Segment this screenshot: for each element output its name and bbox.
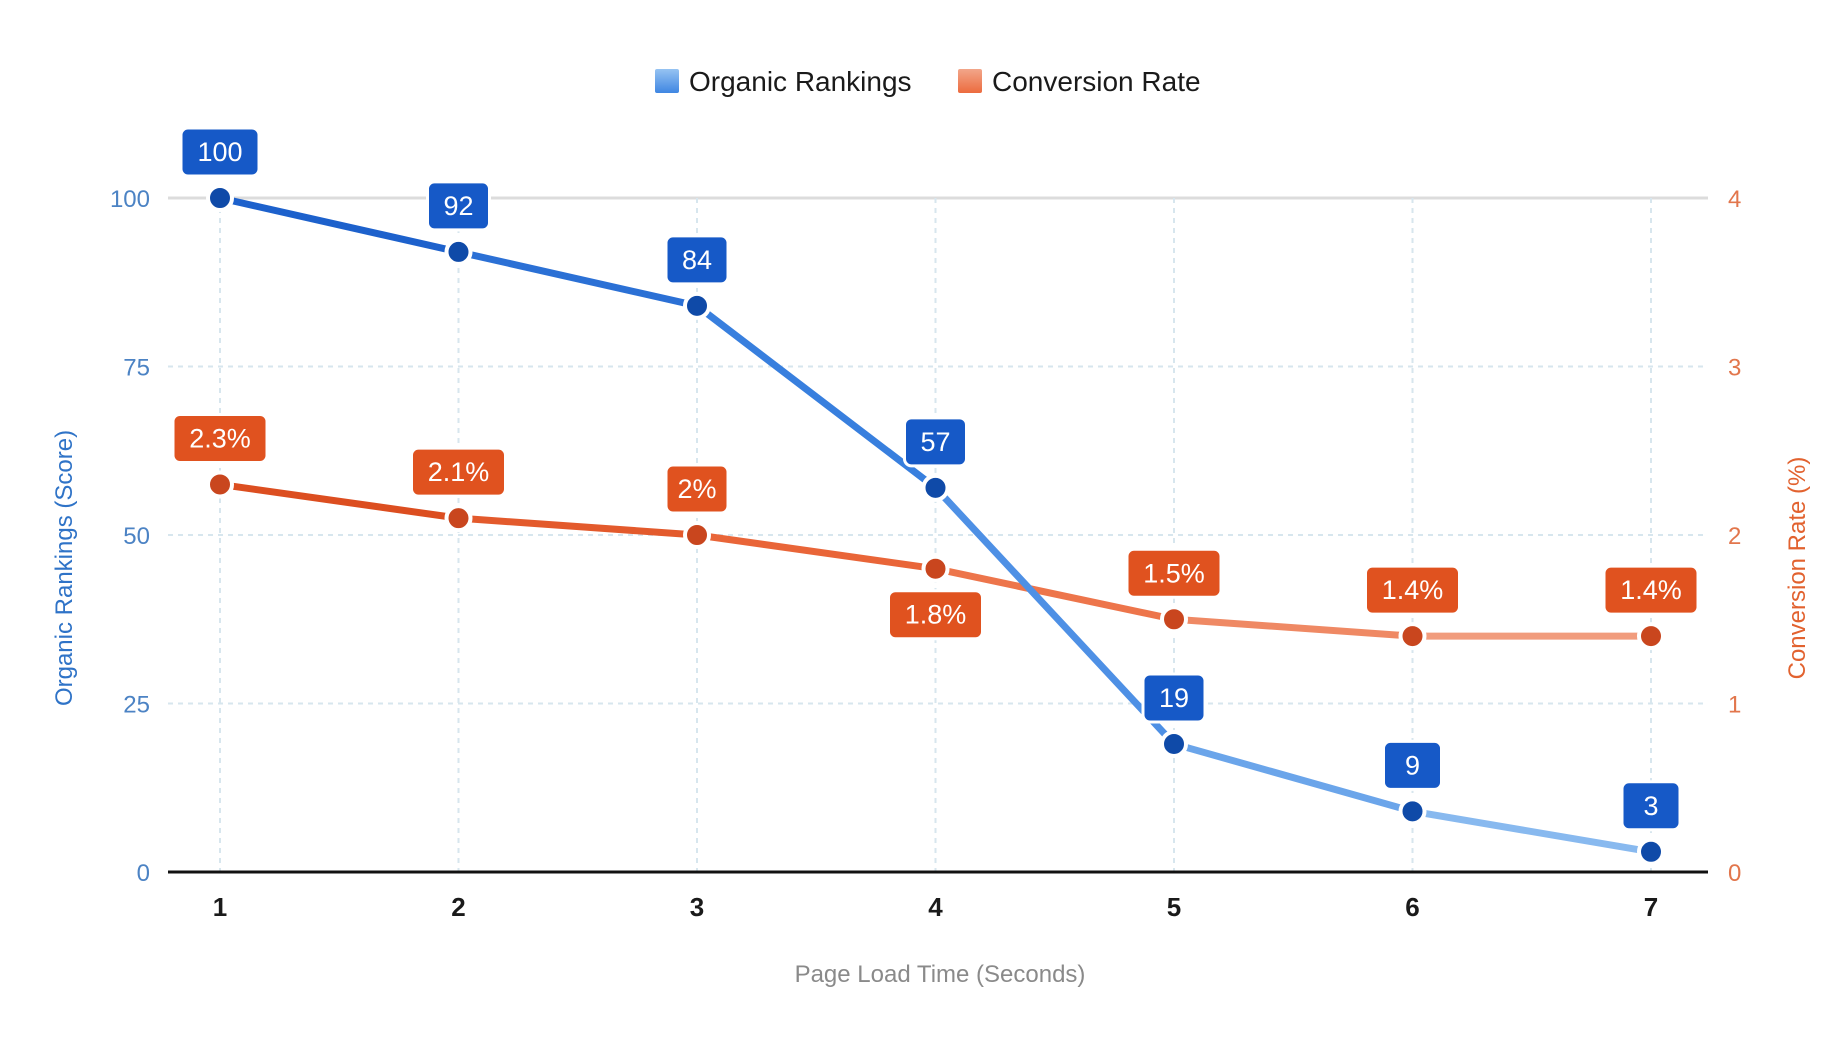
y-right-tick-label: 4 [1728, 186, 1741, 213]
y-axis-left-title: Organic Rankings (Score) [51, 430, 78, 706]
organic-rankings-point [683, 291, 711, 320]
organic-rankings-data-label-text: 9 [1405, 750, 1420, 780]
organic-rankings-point [1160, 729, 1188, 758]
organic-rankings-point [206, 184, 234, 212]
organic-rankings-data-label-box [903, 416, 968, 468]
organic-rankings-line-segment [1170, 740, 1416, 815]
organic-rankings-data-label: 84 [664, 234, 730, 286]
conversion-rate-point [1398, 622, 1427, 651]
conversion-rate-data-label-text: 2.1% [428, 457, 490, 487]
organic-rankings-line-segment [1409, 807, 1655, 856]
legend-label-organic-rankings: Organic Rankings [689, 66, 912, 97]
organic-rankings-data-label: 57 [903, 416, 968, 468]
conversion-rate-data-label-box [887, 589, 984, 641]
organic-rankings-line-segment [693, 302, 939, 492]
x-tick-label: 5 [1167, 892, 1181, 922]
organic-rankings-data-label-box [426, 180, 491, 232]
conversion-rate-data-label-box [1364, 564, 1461, 616]
conversion-rate-data-label-text: 2.3% [189, 423, 251, 453]
conversion-rate-data-label-text: 1.4% [1382, 575, 1444, 605]
conversion-rate-point [921, 554, 950, 583]
conversion-rate-data-label-box [1602, 564, 1700, 616]
legend-swatch-organic-rankings [655, 69, 679, 93]
conversion-rate-data-label: 1.8% [887, 589, 984, 641]
organic-rankings-data-label-text: 19 [1159, 683, 1189, 713]
organic-rankings-point [444, 237, 473, 266]
conversion-rate-line-segment [455, 514, 701, 539]
legend: Organic Rankings Conversion Rate [655, 66, 1201, 97]
organic-rankings-data-label-box [664, 234, 730, 286]
conversion-rate-point [444, 504, 473, 533]
organic-rankings-point [1637, 837, 1665, 866]
conversion-rate-data-label: 2.3% [171, 412, 269, 464]
legend-label-conversion-rate: Conversion Rate [992, 66, 1201, 97]
organic-rankings-data-label-box [1141, 672, 1207, 724]
organic-rankings-data-label: 19 [1141, 672, 1207, 724]
legend-swatch-conversion-rate [958, 69, 982, 93]
conversion-rate-data-label: 1.4% [1602, 564, 1700, 616]
conversion-rate-data-label-box [664, 463, 730, 515]
conversion-rate-data-label-box [410, 446, 507, 498]
conversion-rate-line-segment [1170, 615, 1416, 640]
y-left-tick-label: 75 [123, 355, 150, 382]
conversion-rate-data-label-box [1125, 547, 1223, 599]
y-right-tick-label: 1 [1728, 692, 1741, 719]
y-axis-right-title: Conversion Rate (%) [1784, 457, 1811, 680]
grid [168, 196, 1708, 872]
organic-rankings-data-label-box [1382, 739, 1443, 791]
organic-rankings-data-label: 3 [1620, 780, 1682, 832]
organic-rankings-data-label: 100 [179, 126, 261, 178]
conversion-rate-line-segment [216, 480, 462, 522]
organic-rankings-line-segment [455, 248, 701, 310]
organic-rankings-data-label-box [1620, 780, 1682, 832]
y-right-tick-label: 3 [1728, 355, 1741, 382]
organic-rankings-data-label-text: 57 [920, 427, 950, 457]
conversion-rate-data-label-text: 1.5% [1143, 558, 1205, 588]
x-tick-label: 2 [451, 892, 465, 922]
organic-rankings-point [921, 473, 950, 502]
conversion-rate-line-segment [932, 565, 1178, 623]
y-right-tick-label: 0 [1728, 860, 1741, 887]
conversion-rate-line-segment [693, 531, 939, 573]
conversion-rate-data-label-box [171, 412, 269, 464]
conversion-rate-data-label: 1.4% [1364, 564, 1461, 616]
organic-rankings-line-segment [216, 194, 462, 256]
conversion-rate-data-label-text: 1.4% [1620, 575, 1682, 605]
x-tick-label: 4 [928, 892, 943, 922]
organic-rankings-data-label-box [179, 126, 261, 178]
organic-rankings-data-label: 9 [1382, 739, 1443, 791]
conversion-rate-point [1637, 622, 1665, 651]
x-tick-label: 1 [213, 892, 227, 922]
x-axis-title: Page Load Time (Seconds) [795, 961, 1086, 988]
organic-rankings-point [1398, 797, 1427, 826]
organic-rankings-data-label-text: 92 [443, 191, 473, 221]
y-right-tick-label: 2 [1728, 523, 1741, 550]
organic-rankings-data-label-text: 3 [1643, 791, 1658, 821]
x-tick-label: 3 [690, 892, 704, 922]
series [206, 184, 1665, 866]
organic-rankings-data-label-text: 84 [682, 245, 712, 275]
conversion-rate-data-label-text: 2% [677, 474, 716, 504]
y-left-tick-label: 25 [123, 692, 150, 719]
conversion-rate-point [683, 521, 711, 549]
organic-rankings-data-label: 92 [426, 180, 491, 232]
y-left-tick-label: 100 [110, 186, 150, 213]
x-tick-label: 7 [1644, 892, 1658, 922]
organic-rankings-data-label-text: 100 [197, 137, 242, 167]
conversion-rate-point [1160, 605, 1188, 634]
conversion-rate-data-label: 2% [664, 463, 730, 515]
conversion-rate-point [206, 470, 234, 499]
y-left-tick-label: 50 [123, 523, 150, 550]
conversion-rate-data-label: 2.1% [410, 446, 507, 498]
conversion-rate-data-label-text: 1.8% [905, 600, 967, 630]
organic-rankings-line-segment [932, 484, 1178, 748]
data-labels: 2.3% 2.1% 2% 1.8% 1.5% 1.4% 1.4% 100 92 84 57 19 9 3 [171, 126, 1700, 832]
y-left-tick-label: 0 [137, 860, 150, 887]
axes: 0 25 50 75 100 0 1 2 3 4 1 2 3 4 5 6 7 [110, 186, 1741, 922]
x-tick-label: 6 [1405, 892, 1419, 922]
conversion-rate-data-label: 1.5% [1125, 547, 1223, 599]
